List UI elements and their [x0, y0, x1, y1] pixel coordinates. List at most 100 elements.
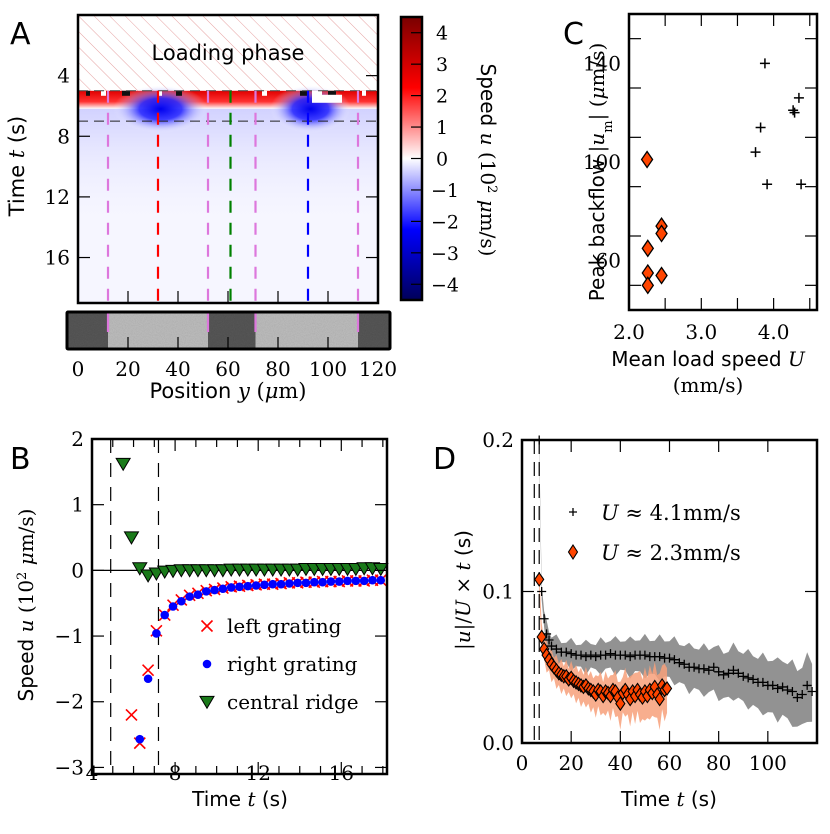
xtick-label: 120: [359, 357, 397, 381]
marker-diamond: [615, 696, 626, 712]
boundary-notch: [158, 90, 162, 96]
marker-plus: [796, 179, 807, 190]
marker-dot: [185, 592, 194, 601]
xtick-label: 100: [749, 751, 787, 775]
marker-plus: [539, 614, 549, 624]
marker-dot: [318, 577, 327, 587]
panel-b-points: [115, 457, 389, 750]
marker-plus: [748, 674, 758, 684]
marker-dot: [243, 581, 253, 591]
backflow-region-0: [113, 84, 208, 133]
marker-plus: [655, 652, 665, 662]
xtick-label: 80: [265, 357, 290, 381]
xtick-label: 0: [72, 357, 85, 381]
ytick-label: 100: [583, 150, 621, 174]
marker-dot: [218, 584, 228, 594]
marker-plus: [789, 107, 800, 118]
ytick-label: 1: [71, 493, 84, 517]
marker-dot: [285, 579, 294, 588]
panel-a-xlabel: Position y (μm): [150, 379, 307, 403]
ytick-label: 12: [45, 185, 70, 209]
marker-plus: [719, 670, 729, 680]
xtick-label: 80: [706, 751, 731, 775]
strip-frame: [65, 310, 392, 351]
marker-plus: [551, 644, 561, 654]
ytick-label: −1: [55, 624, 84, 648]
marker-dot: [309, 577, 319, 587]
boundary-gap: [312, 94, 342, 103]
ytick-label: 0.1: [482, 580, 514, 604]
colorbar-tick-label: 2: [436, 86, 448, 108]
marker-dot: [326, 577, 336, 586]
marker-dot: [260, 580, 269, 590]
marker-plus: [724, 668, 733, 678]
panel-a-ylabel: Time t (s): [5, 116, 29, 218]
marker-diamond: [655, 224, 668, 243]
legend-label: right grating: [227, 652, 358, 676]
marker-lines: [78, 90, 378, 303]
colorbar-label: Speed u (102 μm/s): [476, 64, 500, 257]
marker-dot: [177, 596, 186, 606]
marker-dot: [293, 578, 302, 588]
boundary-notch: [362, 90, 366, 96]
panel-label-d: D: [433, 442, 456, 477]
panel-c-ylabel: Peak backflow |um| (μm/s): [585, 43, 616, 302]
xtick-label: 60: [657, 751, 682, 775]
boundary-notch: [122, 90, 130, 96]
colorbar-tick-label: −1: [431, 180, 459, 202]
marker-plus: [606, 649, 615, 659]
marker-plus: [640, 650, 650, 660]
loading-phase-label: Loading phase: [152, 41, 305, 65]
marker-plus: [788, 105, 799, 116]
ytick-label: 140: [583, 51, 621, 75]
panel-c-ticks: 60 100 140 2.0 3.0 4.0: [583, 14, 817, 344]
panel-b-guides: [92, 439, 387, 774]
marker-plus: [714, 667, 724, 677]
panel-d-ticks: 0.0 0.1 0.2 0 20 40 60 80 100: [482, 428, 817, 775]
panel-c-points: [640, 58, 807, 295]
marker-dot: [376, 575, 386, 585]
colorbar-ticks: 4 3 2 1 0 −1 −2 −3 −4: [411, 23, 459, 296]
legend-label: U ≈ 2.3mm/s: [601, 541, 741, 565]
colorbar-tick-label: −3: [431, 243, 459, 265]
marker-dot: [143, 674, 153, 684]
dark-band: [358, 312, 390, 349]
marker-diamond: [536, 629, 547, 645]
marker-plus: [750, 147, 761, 158]
xtick-label: 20: [115, 357, 140, 381]
colorbar-tick-label: 4: [436, 23, 448, 45]
marker-dot: [251, 581, 261, 590]
marker-dot: [368, 575, 377, 585]
marker-plus: [665, 653, 674, 663]
marker-plus: [802, 680, 812, 690]
light-band: [255, 312, 358, 349]
marker-dot: [343, 576, 352, 586]
marker-plus: [674, 658, 684, 668]
loading-phase-hatch: [78, 15, 378, 91]
panel-d-frame: [520, 438, 819, 745]
xtick-label: 40: [165, 357, 190, 381]
marker-plus: [738, 671, 748, 681]
ytick-label: 0.0: [482, 731, 514, 755]
marker-diamond: [641, 239, 655, 258]
panel-a-frame: [76, 13, 380, 305]
ytick-label: 0.2: [482, 428, 514, 452]
dark-band: [208, 312, 256, 349]
marker-dot: [226, 583, 236, 592]
marker-diamond: [640, 150, 654, 169]
series-points: [534, 571, 673, 712]
marker-plus: [547, 641, 556, 651]
ytick-label: −3: [55, 755, 84, 779]
marker-dot: [152, 629, 161, 638]
marker-x: [200, 619, 214, 633]
marker-diamond: [641, 276, 655, 295]
dark-band: [67, 312, 108, 349]
panel-label-c: C: [563, 17, 584, 52]
panel-label-b: B: [10, 442, 31, 477]
marker-dot: [210, 585, 219, 595]
marker-dot: [193, 590, 203, 599]
marker-plus: [625, 652, 635, 662]
marker-triangle: [148, 567, 165, 581]
